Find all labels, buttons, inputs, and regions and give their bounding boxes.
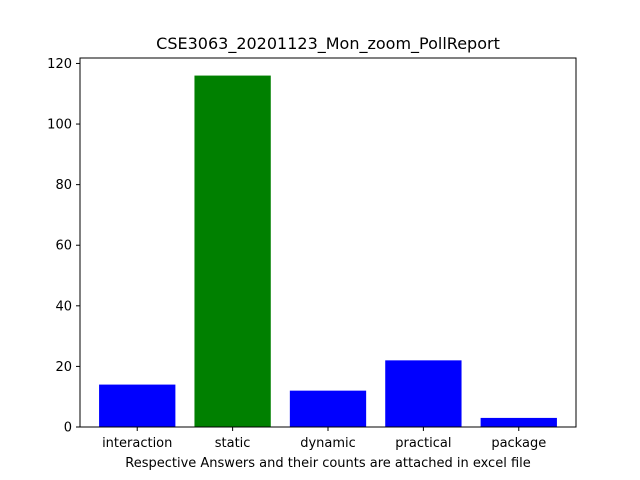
x-tick-label-dynamic: dynamic	[300, 436, 356, 451]
bar-dynamic	[289, 390, 367, 427]
y-tick-label-80: 80	[55, 178, 72, 193]
x-tick-label-static: static	[215, 436, 251, 451]
y-axis: 0 20 40 60 80 100 120	[47, 57, 80, 436]
bars-group	[99, 75, 557, 428]
y-tick-label-40: 40	[55, 299, 72, 314]
bar-practical	[385, 360, 462, 427]
y-tick-label-20: 20	[55, 360, 72, 375]
x-tick-label-package: package	[491, 436, 546, 451]
x-tick-label-practical: practical	[395, 436, 451, 451]
y-tick-label-0: 0	[64, 421, 72, 436]
y-tick-label-100: 100	[47, 118, 72, 133]
plot-frame	[79, 57, 577, 428]
bar-interaction	[99, 384, 176, 427]
bar-static	[194, 75, 271, 428]
x-tick-label-interaction: interaction	[102, 436, 172, 451]
chart-title: CSE3063_20201123_Mon_zoom_PollReport	[156, 34, 500, 54]
y-tick-label-60: 60	[55, 239, 72, 254]
y-tick-label-120: 120	[47, 57, 72, 72]
x-axis-label: Respective Answers and their counts are …	[125, 456, 531, 471]
x-axis: interaction static dynamic practical package	[102, 427, 546, 451]
bar-package	[480, 417, 557, 427]
